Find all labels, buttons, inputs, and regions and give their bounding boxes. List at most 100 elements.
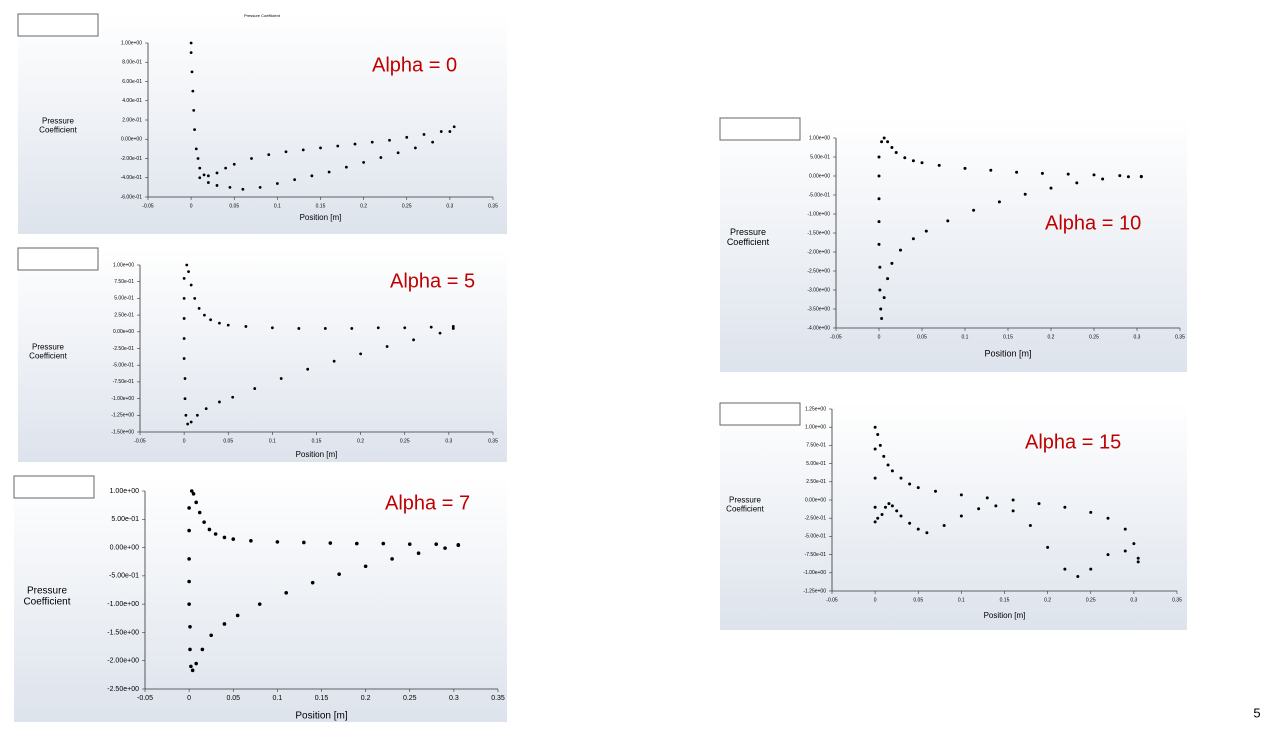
data-point (1136, 556, 1140, 560)
chart: -1.25e+00 -1.00e+00 -7.50e-01 -5.00e-01 -2.5… (719, 402, 1187, 630)
x-tick-label: 0.1 (958, 597, 965, 603)
data-point (890, 146, 894, 149)
data-point (218, 400, 221, 404)
data-point (363, 564, 368, 569)
x-axis-label: Position [m] (984, 611, 1026, 620)
data-point (989, 168, 993, 172)
annotation: Alpha = 5 (390, 270, 475, 292)
data-point (222, 535, 227, 540)
data-point (448, 130, 452, 133)
data-point (207, 527, 212, 532)
data-point (1075, 181, 1079, 185)
data-point (275, 182, 279, 185)
data-point (407, 542, 412, 546)
data-point (328, 541, 333, 545)
x-tick-label: -0.05 (134, 438, 146, 444)
y-axis-label: Pressure Coefficient (727, 227, 770, 247)
x-tick-label: 0.25 (1086, 597, 1096, 603)
data-point (873, 447, 877, 451)
data-point (412, 338, 415, 342)
data-point (222, 622, 227, 626)
data-point (880, 513, 884, 517)
data-point (985, 496, 989, 500)
data-point (916, 486, 920, 490)
y-tick-label: -3.00e+00 (807, 287, 830, 293)
y-tick-label: -2.00e-01 (121, 156, 143, 162)
data-point (310, 580, 315, 585)
y-tick-label: 7.50e-01 (806, 443, 826, 449)
data-point (188, 624, 192, 629)
y-tick-label: -5.00e-01 (109, 573, 139, 580)
x-tick-label: 0.35 (488, 203, 498, 209)
x-tick-label: 0.05 (226, 695, 240, 702)
legend-stub (17, 13, 99, 37)
data-point (353, 142, 357, 146)
data-point (250, 157, 253, 160)
annotation: Alpha = 15 (1025, 431, 1121, 453)
data-point (1028, 523, 1032, 527)
plot-panel (720, 118, 1187, 372)
data-point (187, 602, 191, 606)
data-point (332, 359, 336, 363)
y-tick-label: -2.50e-01 (113, 346, 135, 352)
data-point (1023, 192, 1027, 196)
data-point (880, 317, 884, 320)
x-tick-label: 0.15 (312, 438, 322, 444)
data-point (877, 197, 881, 201)
data-point (911, 237, 915, 241)
data-point (886, 140, 890, 144)
y-tick-label: -5.00e-01 (805, 534, 827, 540)
x-tick-label: 0.35 (488, 438, 498, 444)
data-point (1089, 510, 1093, 514)
y-tick-label: 5.00e-01 (806, 461, 826, 467)
y-tick-label: -4.00e+00 (807, 325, 830, 331)
data-point (877, 242, 881, 246)
plot-panel (18, 248, 507, 462)
y-tick-label: -3.50e+00 (807, 306, 830, 312)
data-point (1106, 553, 1110, 557)
data-point (253, 387, 257, 390)
x-tick-label: 0.3 (445, 438, 452, 444)
data-point (270, 326, 274, 330)
data-point (235, 613, 240, 618)
data-point (1118, 174, 1122, 178)
plot-panel (720, 403, 1187, 630)
data-point (258, 185, 262, 189)
y-tick-label: -4.00e-01 (121, 175, 143, 181)
data-point (381, 541, 386, 546)
data-point (182, 357, 186, 360)
data-point (379, 156, 383, 159)
data-point (189, 489, 194, 493)
data-point (1123, 549, 1127, 553)
x-tick-label: 0.35 (1172, 597, 1182, 603)
y-tick-label: -6.00e-01 (121, 194, 143, 200)
data-point (1076, 574, 1080, 578)
data-point (284, 591, 289, 595)
data-point (224, 166, 228, 170)
annotation: Alpha = 7 (385, 492, 470, 514)
y-tick-label: -1.00e+00 (807, 211, 830, 217)
data-point (327, 170, 331, 174)
data-point (198, 176, 202, 180)
data-point (456, 543, 461, 548)
data-point (359, 352, 363, 356)
y-tick-label: -1.50e+00 (111, 429, 134, 435)
data-point (887, 502, 891, 506)
data-point (355, 541, 359, 546)
y-tick-label: -2.50e+00 (107, 686, 139, 693)
data-point (396, 151, 400, 155)
data-point (997, 200, 1001, 204)
data-point (275, 540, 280, 544)
data-point (899, 514, 903, 518)
y-tick-label: -1.50e+00 (807, 230, 830, 236)
data-point (193, 297, 197, 300)
y-axis-label: Pressure Coefficient (39, 117, 77, 135)
y-tick-label: 6.00e-01 (122, 79, 142, 85)
x-tick-label: 0.15 (1000, 597, 1010, 603)
x-tick-label: 0.2 (1048, 334, 1055, 340)
legend-stub (719, 402, 801, 426)
data-point (877, 220, 881, 224)
data-point (226, 323, 230, 327)
y-tick-label: 7.50e-01 (114, 279, 134, 285)
data-point (895, 509, 899, 513)
